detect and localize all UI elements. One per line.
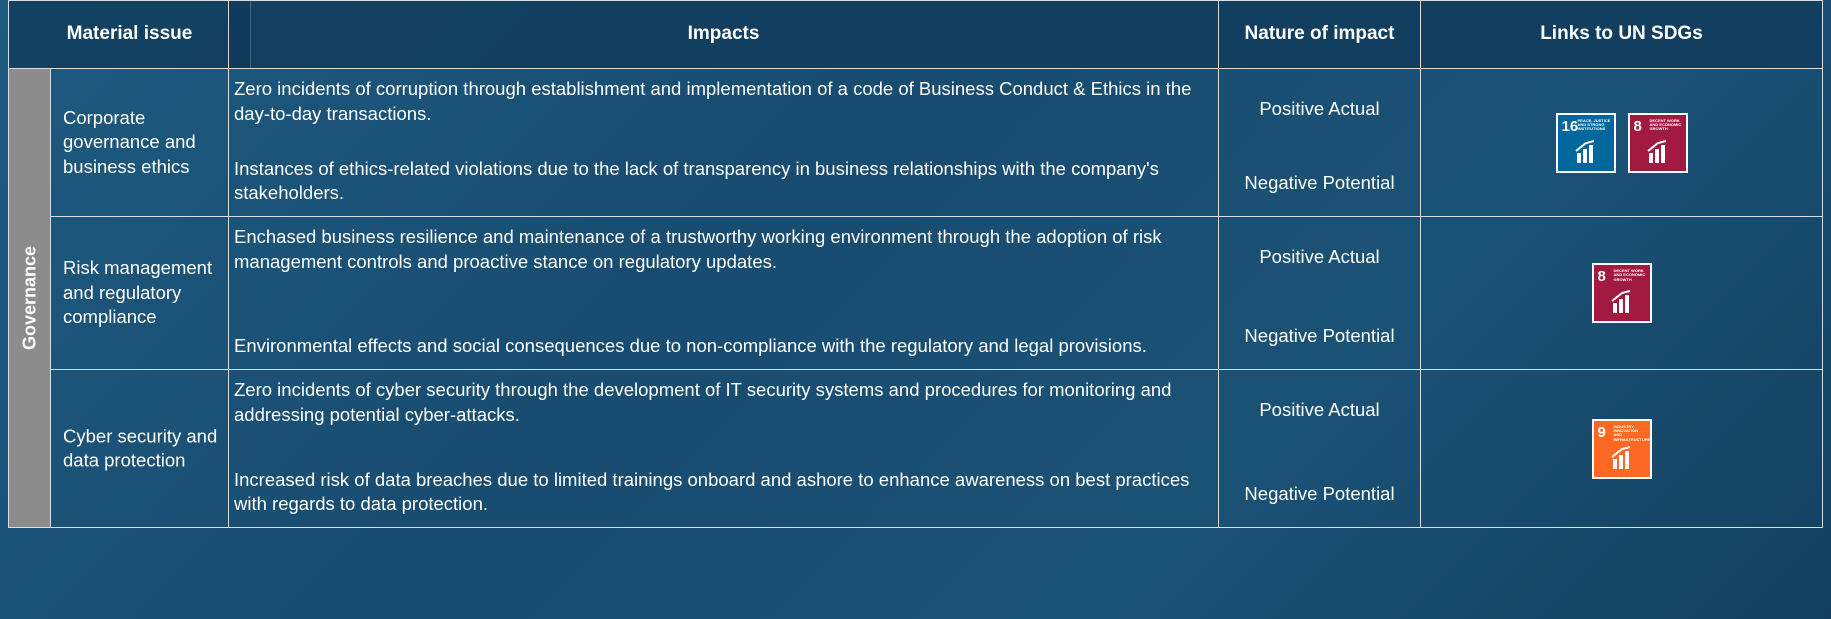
sdg-number: 8	[1597, 268, 1606, 285]
nature-cell: Positive Actual Negative Potential	[1218, 369, 1421, 528]
nature-text: Positive Actual	[1259, 98, 1380, 119]
header-cell: Links to UN SDGs	[1420, 0, 1823, 69]
impact-text: Environmental effects and social consequ…	[234, 335, 1147, 357]
nature-text: Positive Actual	[1259, 246, 1380, 267]
header-text: Links to UN SDGs	[1540, 23, 1703, 45]
header-cell: Material issue	[8, 0, 251, 69]
impact-text: Zero incidents of cyber security through…	[234, 379, 1172, 425]
sdg-glyph	[1610, 445, 1630, 469]
issue-text: Risk management and regulatory complianc…	[63, 257, 213, 328]
issue-cell: Cyber security and data protection	[50, 369, 229, 528]
impacts-cell: Zero incidents of cyber security through…	[228, 369, 1219, 528]
nature-text: Negative Potential	[1244, 325, 1395, 347]
header-text: Material issue	[66, 23, 193, 45]
group-cell: Governance	[8, 68, 51, 528]
header-text: Impacts	[687, 23, 760, 45]
issue-cell: Corporate governance and business ethics	[50, 68, 229, 217]
issue-text: Cyber security and data protection	[63, 424, 218, 471]
nature-cell: Positive Actual Negative Potential	[1218, 68, 1421, 217]
sdg-label: DECENT WORK AND ECONOMIC GROWTH	[1613, 268, 1646, 282]
impacts-cell: Zero incidents of corruption through est…	[228, 68, 1219, 217]
header-cell: Nature of impact	[1218, 0, 1421, 69]
header-cell: Impacts	[228, 0, 1219, 69]
sdg-label: DECENT WORK AND ECONOMIC GROWTH	[1649, 117, 1682, 132]
sdg-glyph	[1574, 139, 1594, 163]
sdg-label: PEACE, JUSTICE AND STRONG INSTITUTIONS	[1577, 117, 1611, 132]
nature-cell: Positive Actual Negative Potential	[1218, 216, 1421, 370]
impacts-cell: Enchased business resilience and mainten…	[228, 216, 1219, 370]
sdg-icon: 9 INDUSTRY, INNOVATION AND INFRASTRUCTURE	[1591, 418, 1652, 479]
impact-text: Enchased business resilience and mainten…	[234, 226, 1162, 272]
sdg-cell: 16 PEACE, JUSTICE AND STRONG INSTITUTIONS…	[1420, 68, 1823, 217]
sdg-icon: 16 PEACE, JUSTICE AND STRONG INSTITUTIONS	[1555, 112, 1616, 173]
sdg-cell: 8 DECENT WORK AND ECONOMIC GROWTH	[1420, 216, 1823, 370]
sdg-icon: 8 DECENT WORK AND ECONOMIC GROWTH	[1591, 263, 1652, 323]
nature-text: Positive Actual	[1259, 399, 1380, 420]
nature-text: Negative Potential	[1244, 172, 1395, 194]
sdg-glyph	[1610, 290, 1630, 313]
issue-cell: Risk management and regulatory complianc…	[50, 216, 229, 370]
sdg-number: 9	[1597, 423, 1606, 441]
sdg-cell: 9 INDUSTRY, INNOVATION AND INFRASTRUCTURE	[1420, 369, 1823, 528]
header-text: Nature of impact	[1244, 23, 1395, 45]
impact-text: Increased risk of data breaches due to l…	[234, 468, 1190, 515]
nature-text: Negative Potential	[1244, 483, 1395, 505]
group-label: Governance	[19, 245, 39, 351]
impact-text: Instances of ethics-related violations d…	[234, 157, 1159, 204]
issue-text: Corporate governance and business ethics	[63, 106, 196, 177]
impact-text: Zero incidents of corruption through est…	[234, 78, 1192, 124]
sdg-icon: 8 DECENT WORK AND ECONOMIC GROWTH	[1627, 112, 1688, 173]
sdg-number: 16	[1561, 117, 1579, 135]
sdg-number: 8	[1633, 117, 1642, 135]
sdg-glyph	[1646, 139, 1666, 163]
sdg-label: INDUSTRY, INNOVATION AND INFRASTRUCTURE	[1613, 423, 1651, 442]
